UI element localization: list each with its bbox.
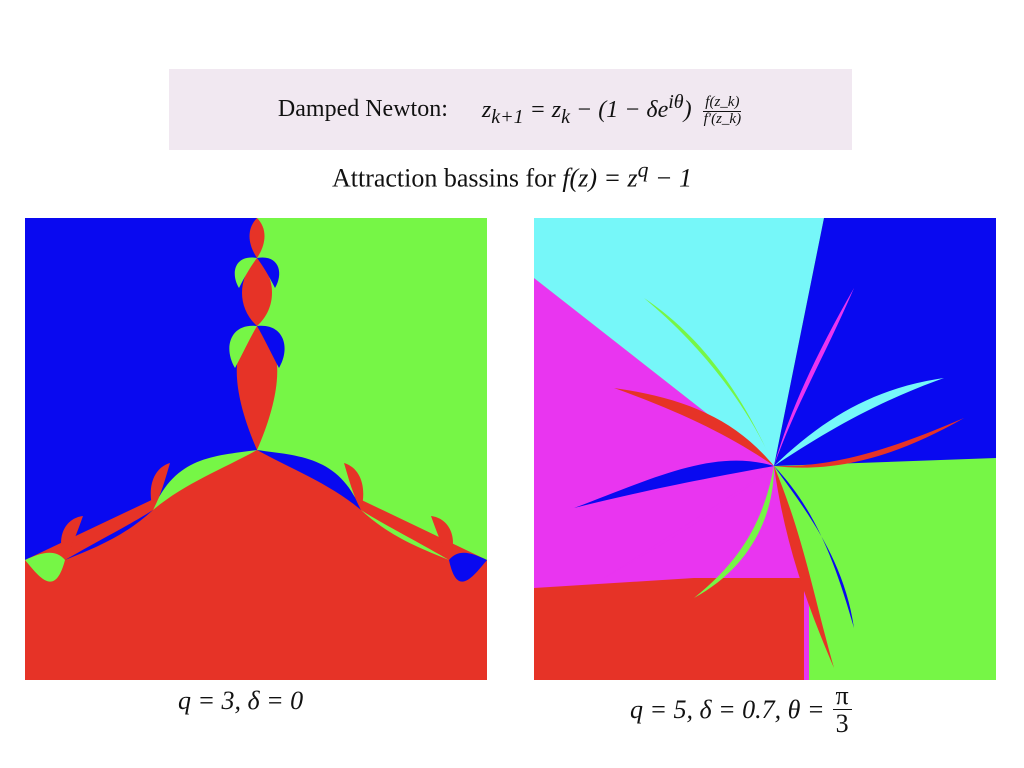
formula-fraction-denominator: f′(z_k): [703, 110, 742, 127]
caption-right-pi-fraction: π 3: [832, 682, 852, 739]
formula-box: Damped Newton: zk+1 = zk − (1 − δeiθ) f(…: [169, 69, 852, 150]
formula-expression: zk+1 = zk − (1 − δeiθ) f(z_k) f′(z_k): [482, 91, 743, 129]
formula-fraction-numerator: f(z_k): [703, 93, 742, 112]
subtitle-text: Attraction bassins for: [331, 163, 563, 193]
fractal-right-spiral: [574, 288, 964, 668]
formula-rhs-sub: k: [561, 105, 571, 128]
caption-right: q = 5, δ = 0.7, θ = π 3: [630, 682, 852, 738]
fractal-left: [25, 218, 487, 680]
subtitle-sup: q: [637, 158, 649, 182]
formula-damping: − (1 − δe: [576, 96, 669, 123]
formula-fraction: f(z_k) f′(z_k): [702, 93, 743, 128]
fractal-right: [534, 218, 996, 680]
fractal-right-image: [534, 218, 996, 680]
formula-rhs: = z: [529, 96, 562, 123]
basin-blue: [774, 218, 996, 466]
basin-cyan: [534, 218, 824, 466]
subtitle: Attraction bassins for f(z) = zq − 1: [0, 158, 1024, 194]
caption-left: q = 3, δ = 0: [178, 686, 304, 715]
subtitle-tail: − 1: [648, 163, 693, 193]
formula-damping-close: ): [683, 96, 692, 123]
formula-lhs-sub: k+1: [491, 105, 524, 128]
fractal-left-petals: [25, 218, 487, 582]
formula-lhs: z: [481, 96, 492, 123]
pi-denominator: 3: [835, 709, 849, 739]
formula-label: Damped Newton:: [277, 96, 448, 122]
formula-damping-sup: iθ: [668, 90, 684, 113]
basin-red: [534, 578, 804, 680]
subtitle-math: f(z) = z: [562, 163, 638, 193]
pi-numerator: π: [832, 682, 852, 711]
caption-right-text: q = 5, δ = 0.7, θ =: [630, 694, 825, 724]
fractal-left-image: [25, 218, 487, 680]
